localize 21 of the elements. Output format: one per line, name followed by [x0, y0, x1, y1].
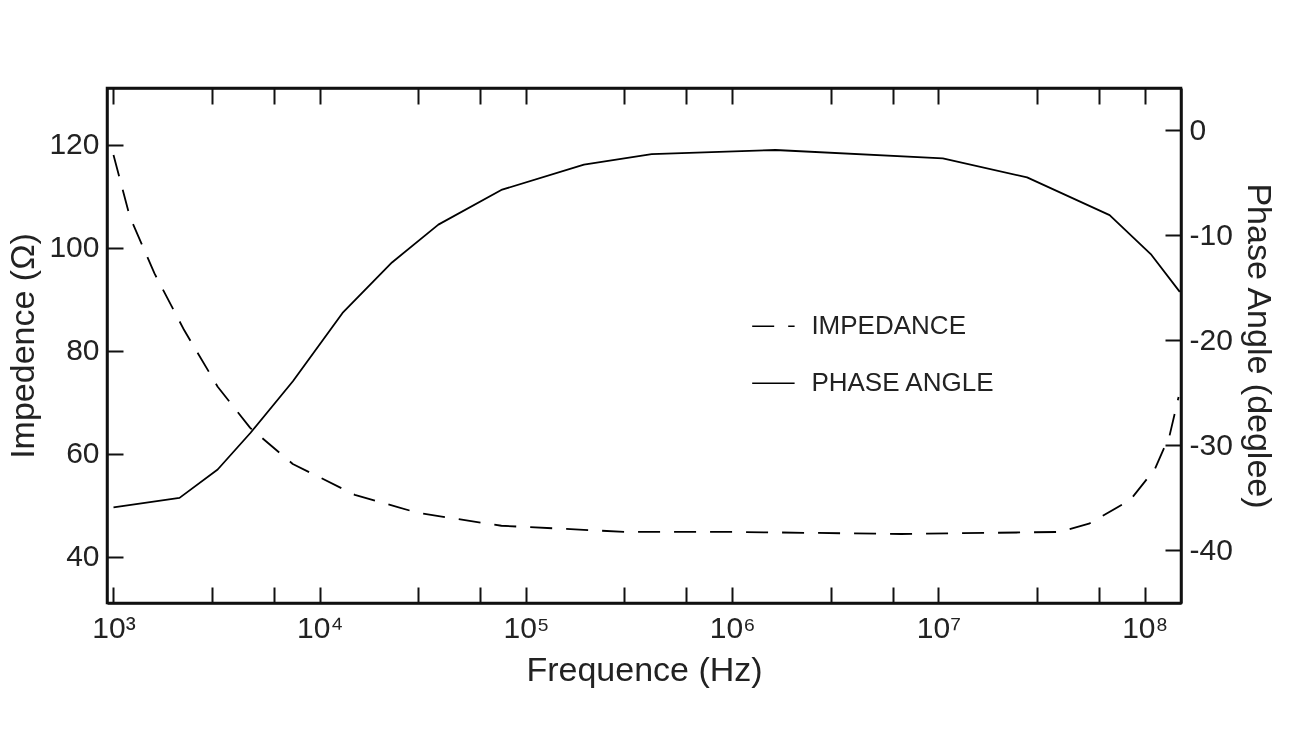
- y2-tick-label: 0: [1189, 112, 1207, 146]
- y2-axis-title: Phase Angle (deglee): [1240, 183, 1279, 509]
- y2-tick-label: -40: [1189, 532, 1233, 566]
- legend-label: IMPEDANCE: [811, 310, 966, 341]
- y-tick-label: 100: [49, 230, 100, 264]
- y-tick-label: 80: [66, 333, 100, 367]
- x-tick-label: 10⁷: [916, 610, 962, 644]
- y-tick-label: 40: [66, 539, 100, 573]
- x-tick-label: 10⁸: [1122, 610, 1169, 644]
- y-tick-label: 60: [66, 436, 100, 470]
- x-tick-label: 10⁵: [503, 610, 550, 644]
- y2-tick-label: -20: [1189, 322, 1233, 356]
- y2-tick-label: -10: [1189, 217, 1233, 251]
- y-axis-title: Impedence (Ω): [3, 233, 42, 459]
- legend-label: PHASE ANGLE: [811, 367, 994, 398]
- x-tick-label: 10³: [92, 610, 136, 644]
- y2-tick-label: -30: [1189, 427, 1233, 461]
- y-tick-label: 120: [49, 127, 100, 161]
- x-axis-title: Frequence (Hz): [526, 649, 763, 688]
- x-tick-label: 10⁴: [297, 610, 344, 644]
- x-tick-label: 10⁶: [709, 610, 756, 644]
